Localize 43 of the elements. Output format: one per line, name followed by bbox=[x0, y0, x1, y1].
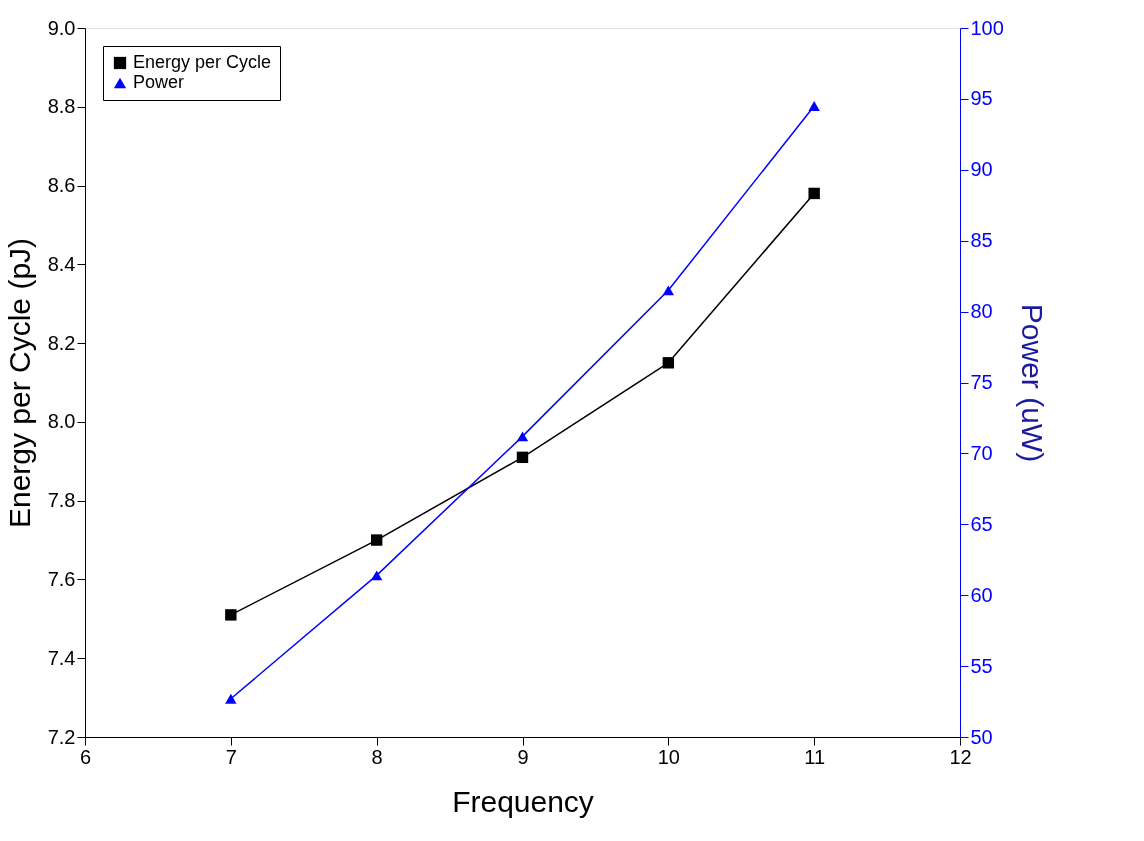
y-tick-label: 7.8 bbox=[47, 489, 76, 512]
point bbox=[662, 357, 675, 369]
y-tick-label: 9.0 bbox=[47, 16, 76, 39]
x-axis-title: Frequency bbox=[452, 784, 594, 818]
y-tick-label: 7.4 bbox=[47, 646, 76, 669]
y2-tick-label: 100 bbox=[970, 16, 1004, 39]
point bbox=[516, 451, 529, 464]
point bbox=[516, 431, 529, 442]
y2-axis-title: Power (uW) bbox=[1015, 303, 1049, 463]
y-tick-label: 8.0 bbox=[47, 410, 76, 433]
y2-tick-label: 95 bbox=[970, 87, 993, 110]
point bbox=[225, 693, 237, 704]
point bbox=[370, 534, 383, 546]
y2-tick-label: 55 bbox=[970, 654, 993, 677]
x-tick-label: 10 bbox=[657, 745, 680, 768]
y-tick-label: 7.2 bbox=[47, 725, 76, 748]
y-tick-label: 8.4 bbox=[47, 252, 76, 275]
y2-tick-label: 80 bbox=[970, 300, 993, 323]
y2-tick-label: 65 bbox=[970, 512, 993, 535]
y-axis-title: Energy per Cycle (pJ) bbox=[2, 237, 36, 529]
y-tick-label: 8.8 bbox=[47, 95, 76, 118]
x-tick-label: 12 bbox=[949, 745, 972, 768]
x-tick-label: 6 bbox=[79, 745, 92, 768]
x-tick-label: 11 bbox=[804, 745, 826, 768]
y2-tick-label: 50 bbox=[970, 725, 993, 748]
y2-tick-label: 70 bbox=[970, 441, 993, 464]
x-tick-label: 9 bbox=[517, 745, 529, 768]
y2-tick-label: 75 bbox=[970, 371, 993, 393]
point bbox=[370, 570, 383, 581]
y2-tick-label: 60 bbox=[970, 583, 993, 606]
x-tick-label: 8 bbox=[371, 745, 383, 768]
legend-label: Power bbox=[133, 72, 185, 92]
y-tick-label: 7.6 bbox=[47, 567, 76, 590]
point bbox=[225, 609, 237, 621]
point bbox=[808, 101, 820, 111]
x-tick-label: 7 bbox=[225, 745, 237, 768]
y-tick-label: 8.2 bbox=[47, 331, 76, 354]
y2-tick-label: 90 bbox=[970, 158, 993, 181]
y-tick-label: 8.6 bbox=[47, 174, 76, 197]
point bbox=[662, 285, 675, 296]
legend-label: Energy per Cycle bbox=[133, 52, 272, 72]
y2-tick-label: 85 bbox=[970, 229, 993, 252]
point bbox=[808, 187, 820, 200]
